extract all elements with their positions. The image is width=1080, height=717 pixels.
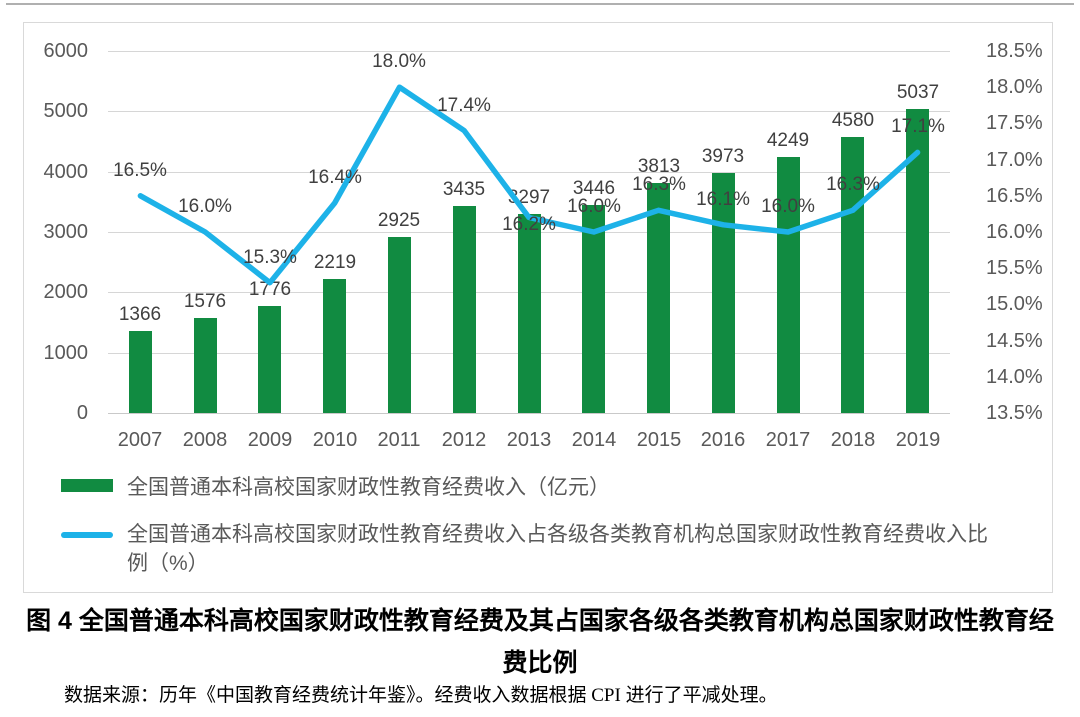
line-point-label-2014: 16.0% bbox=[567, 196, 621, 217]
bar-2011 bbox=[388, 237, 411, 413]
x-axis-label-2016: 2016 bbox=[700, 429, 746, 451]
x-axis-label-2015: 2015 bbox=[636, 429, 682, 451]
bar-value-label-2016: 3973 bbox=[701, 146, 745, 167]
right-axis-tick-17.5: 17.5% bbox=[986, 112, 1043, 134]
bar-2012 bbox=[453, 206, 476, 413]
legend-item-line-series: 全国普通本科高校国家财政性教育经费收入占各级各类教育机构总国家财政性教育经费收入… bbox=[61, 520, 1007, 578]
line-point-label-2007: 16.5% bbox=[113, 160, 167, 181]
bar-2019 bbox=[906, 109, 929, 413]
right-axis-tick-18.5: 18.5% bbox=[986, 40, 1043, 62]
x-axis-label-2014: 2014 bbox=[571, 429, 617, 451]
gridline-4000 bbox=[108, 172, 950, 173]
line-point-label-2018: 16.3% bbox=[826, 174, 880, 195]
bar-value-label-2012: 3435 bbox=[442, 179, 486, 200]
x-axis-label-2009: 2009 bbox=[247, 429, 293, 451]
bar-2009 bbox=[258, 306, 281, 413]
right-axis-tick-17.0: 17.0% bbox=[986, 149, 1043, 171]
bar-value-label-2011: 2925 bbox=[377, 210, 421, 231]
x-axis-label-2010: 2010 bbox=[312, 429, 358, 451]
x-axis-label-2018: 2018 bbox=[830, 429, 876, 451]
line-point-label-2009: 15.3% bbox=[243, 247, 297, 268]
bar-2007 bbox=[129, 331, 152, 413]
left-axis-tick-5000: 5000 bbox=[43, 100, 89, 122]
line-point-label-2011: 18.0% bbox=[372, 51, 426, 72]
bar-value-label-2007: 1366 bbox=[118, 304, 162, 325]
right-axis-tick-13.5: 13.5% bbox=[986, 402, 1043, 424]
line-point-label-2008: 16.0% bbox=[178, 196, 232, 217]
x-axis-label-2007: 2007 bbox=[117, 429, 163, 451]
line-point-label-2012: 17.4% bbox=[437, 95, 491, 116]
left-axis-tick-2000: 2000 bbox=[43, 281, 89, 303]
bar-2008 bbox=[194, 318, 217, 413]
bar-series-swatch bbox=[61, 479, 113, 492]
right-axis-tick-14.0: 14.0% bbox=[986, 366, 1043, 388]
right-axis-tick-18.0: 18.0% bbox=[986, 76, 1043, 98]
line-point-label-2013: 16.2% bbox=[502, 214, 556, 235]
line-point-label-2019: 17.1% bbox=[891, 116, 945, 137]
left-axis-tick-4000: 4000 bbox=[43, 161, 89, 183]
bar-2016 bbox=[712, 173, 735, 413]
bar-value-label-2010: 2219 bbox=[313, 252, 357, 273]
right-axis-tick-15.0: 15.0% bbox=[986, 293, 1043, 315]
ratio-line bbox=[137, 84, 921, 286]
left-axis-tick-1000: 1000 bbox=[43, 342, 89, 364]
right-axis-tick-14.5: 14.5% bbox=[986, 330, 1043, 352]
bar-value-label-2014: 3446 bbox=[572, 178, 616, 199]
bar-2014 bbox=[582, 205, 605, 413]
chart-frame: 全国普通本科高校国家财政性教育经费收入（亿元） 全国普通本科高校国家财政性教育经… bbox=[23, 22, 1053, 593]
gridline-6000 bbox=[108, 51, 950, 52]
right-axis-tick-16.5: 16.5% bbox=[986, 185, 1043, 207]
line-point-label-2015: 16.3% bbox=[632, 174, 686, 195]
ratio-line-path bbox=[137, 84, 921, 286]
x-axis-label-2017: 2017 bbox=[765, 429, 811, 451]
data-source-note: 数据来源：历年《中国教育经费统计年鉴》。经费收入数据根据 CPI 进行了平减处理… bbox=[64, 685, 778, 706]
bar-2015 bbox=[647, 183, 670, 413]
bar-value-label-2017: 4249 bbox=[766, 130, 810, 151]
left-axis-tick-6000: 6000 bbox=[43, 40, 89, 62]
bar-value-label-2019: 5037 bbox=[896, 82, 940, 103]
bar-value-label-2015: 3813 bbox=[637, 156, 681, 177]
x-axis-label-2019: 2019 bbox=[895, 429, 941, 451]
bar-value-label-2009: 1776 bbox=[248, 279, 292, 300]
left-axis-tick-3000: 3000 bbox=[43, 221, 89, 243]
x-axis-label-2011: 2011 bbox=[377, 429, 421, 451]
line-point-label-2016: 16.1% bbox=[696, 189, 750, 210]
legend-item-bar-series: 全国普通本科高校国家财政性教育经费收入（亿元） bbox=[61, 473, 610, 502]
line-point-label-2017: 16.0% bbox=[761, 196, 815, 217]
right-axis-tick-15.5: 15.5% bbox=[986, 257, 1043, 279]
bar-series-label: 全国普通本科高校国家财政性教育经费收入（亿元） bbox=[127, 476, 610, 499]
line-point-label-2010: 16.4% bbox=[308, 167, 362, 188]
right-axis-tick-16.0: 16.0% bbox=[986, 221, 1043, 243]
x-axis-label-2013: 2013 bbox=[506, 429, 552, 451]
line-series-label: 全国普通本科高校国家财政性教育经费收入占各级各类教育机构总国家财政性教育经费收入… bbox=[127, 523, 988, 575]
x-axis-label-2008: 2008 bbox=[182, 429, 228, 451]
bar-2013 bbox=[518, 214, 541, 413]
left-axis-tick-0: 0 bbox=[76, 402, 88, 424]
gridline-5000 bbox=[108, 111, 950, 112]
bar-2010 bbox=[323, 279, 346, 413]
bar-2017 bbox=[777, 157, 800, 413]
figure-caption: 图 4 全国普通本科高校国家财政性教育经费及其占国家各级各类教育机构总国家财政性… bbox=[26, 607, 1054, 677]
bar-value-label-2018: 4580 bbox=[831, 110, 875, 131]
x-axis-label-2012: 2012 bbox=[441, 429, 487, 451]
page-top-rule bbox=[6, 3, 1074, 5]
bar-value-label-2008: 1576 bbox=[183, 291, 227, 312]
gridline-0 bbox=[108, 413, 950, 414]
line-series-swatch bbox=[61, 532, 113, 538]
